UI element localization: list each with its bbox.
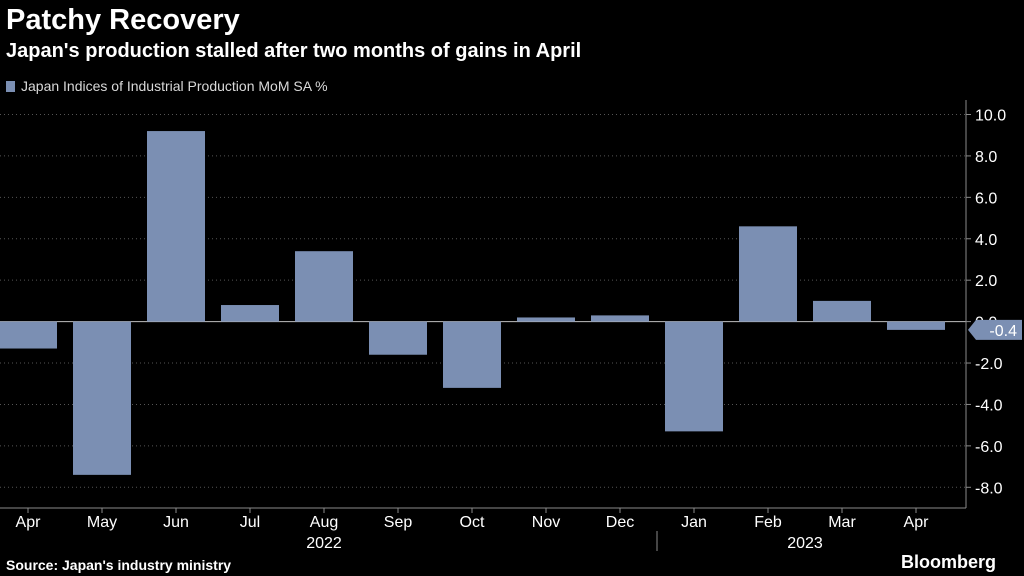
y-tick-label: -4.0 [975,397,1003,414]
source-note: Source: Japan's industry ministry [6,557,232,573]
bar-apr-12 [887,321,945,330]
legend-label: Japan Indices of Industrial Production M… [21,78,328,94]
bar-dec-8 [591,315,649,322]
x-tick-label-4: Aug [310,514,338,531]
bar-apr-0 [0,321,57,349]
x-tick-label-9: Jan [681,514,707,531]
bar-jul-3 [221,305,279,322]
last-value-marker [968,319,1022,340]
bar-may-1 [73,321,131,475]
bar-oct-6 [443,321,501,388]
x-tick-label-1: May [87,514,117,531]
last-value-label: -0.4 [989,323,1017,340]
x-tick-label-11: Mar [828,514,856,531]
x-tick-label-12: Apr [904,514,930,531]
bar-nov-7 [517,317,575,322]
year-label: 2022 [306,535,342,552]
x-tick-label-10: Feb [754,514,782,531]
y-tick-label: 6.0 [975,190,997,207]
y-tick-label: -2.0 [975,356,1003,373]
x-tick-label-3: Jul [240,514,260,531]
legend: Japan Indices of Industrial Production M… [6,77,328,95]
chart-title: Patchy Recovery [6,4,240,36]
y-tick-label: 4.0 [975,232,997,249]
bar-feb-10 [739,226,797,322]
chart-subtitle: Japan's production stalled after two mon… [6,40,582,62]
x-tick-label-8: Dec [606,514,634,531]
y-tick-label: -8.0 [975,480,1003,497]
bar-sep-5 [369,321,427,355]
bar-aug-4 [295,251,353,322]
x-tick-label-5: Sep [384,514,413,531]
x-tick-label-6: Oct [460,514,485,531]
bar-jan-9 [665,321,723,432]
legend-swatch [6,80,15,92]
x-tick-label-0: Apr [16,514,42,531]
bloomberg-logo: Bloomberg [900,552,996,572]
year-label: 2023 [787,535,823,552]
bar-mar-11 [813,300,871,322]
x-tick-label-2: Jun [163,514,189,531]
y-tick-label: -6.0 [975,439,1003,456]
bar-jun-2 [147,131,205,322]
y-tick-label: 8.0 [975,149,997,166]
y-tick-label: 10.0 [975,107,1006,124]
x-tick-label-7: Nov [532,514,560,531]
y-tick-label: 2.0 [975,273,997,290]
